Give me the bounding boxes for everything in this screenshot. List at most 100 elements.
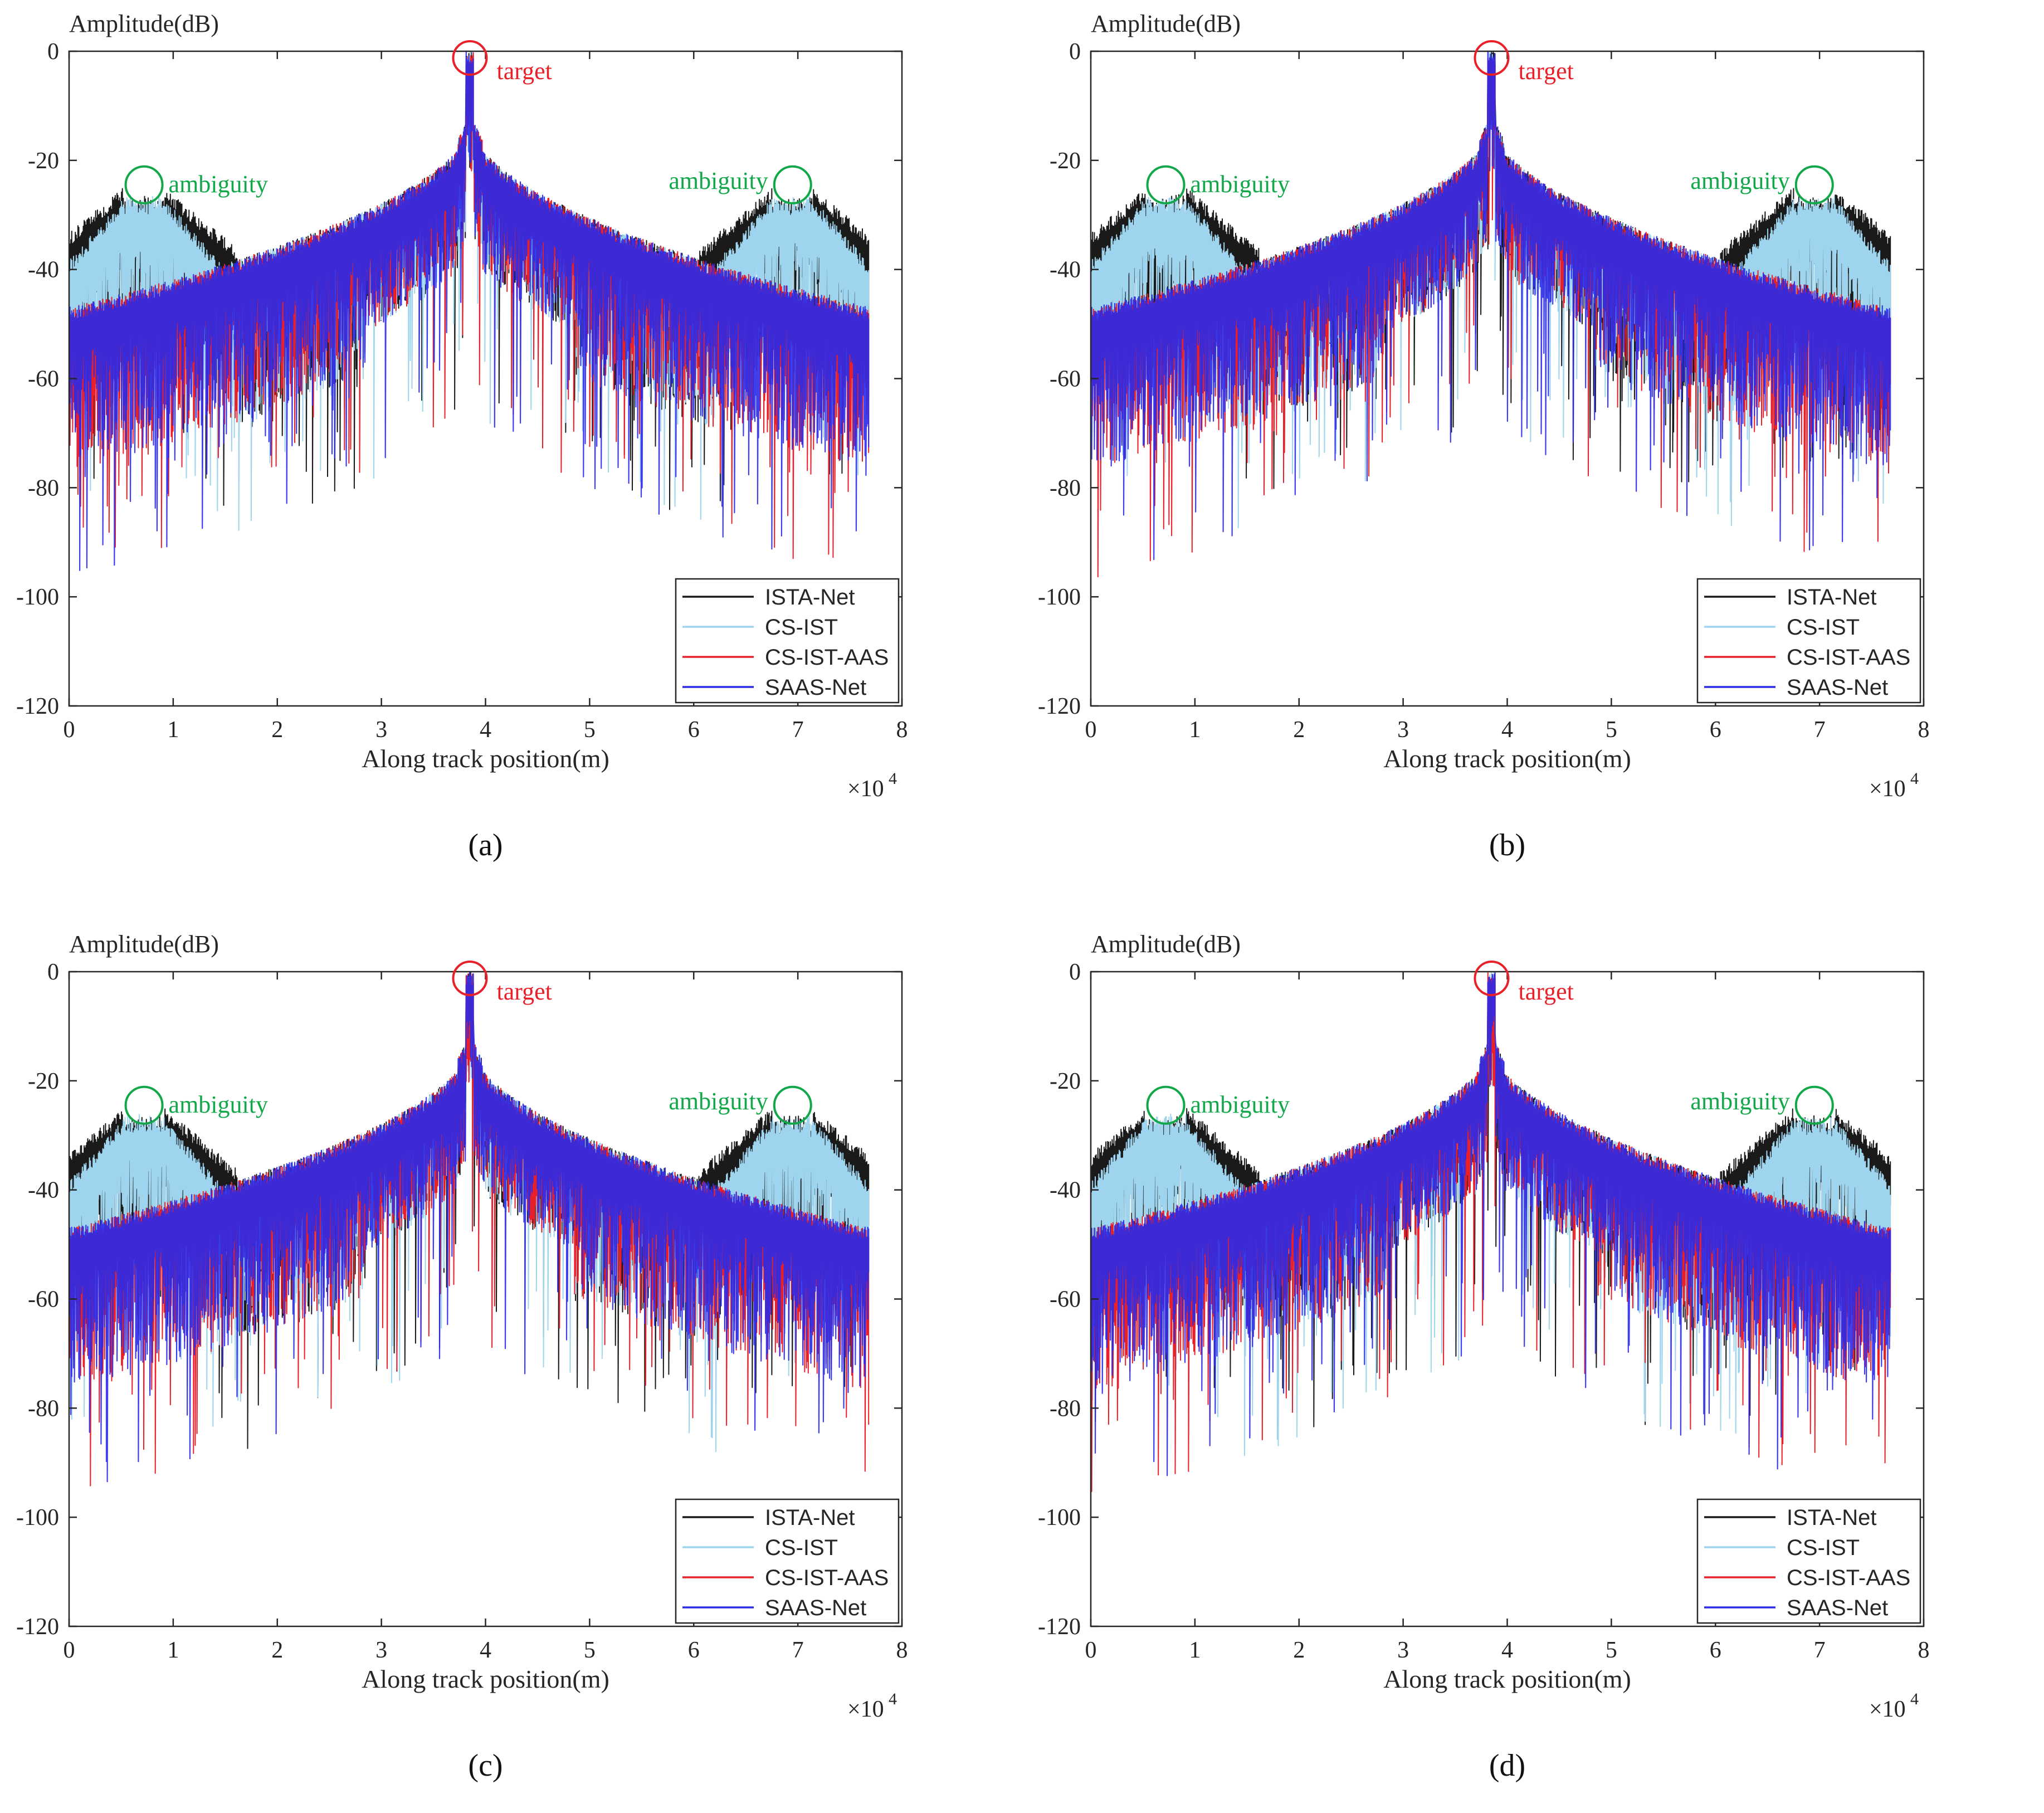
series-saas-net [1091,51,1891,561]
x-tick-label: 6 [1710,1637,1721,1663]
x-tick-label: 5 [1606,1637,1617,1663]
panel-caption: (b) [1489,828,1525,862]
legend-entry: ISTA-Net [765,1505,855,1530]
x-axis-multiplier: ×10 [1869,1697,1906,1722]
chart-panel-b: 0 1 2 3 4 5 6 7 8 0 -20 -40 -60 -80 -100 -120 Amplitude(… [1022,0,2043,890]
legend-entry: CS-IST-AAS [765,1566,889,1590]
series-saas-net [69,972,870,1483]
x-tick-label: 7 [792,717,804,743]
y-tick-label: -80 [28,1396,59,1421]
x-axis-exponent: 4 [889,769,897,788]
y-axis-label: Amplitude(dB) [1091,10,1241,37]
y-tick-label: -80 [28,475,59,501]
y-tick-label: -40 [28,257,59,283]
x-tick-label: 5 [584,717,596,743]
x-tick-label: 8 [1918,717,1930,743]
y-tick-label: 0 [47,959,59,985]
x-tick-label: 3 [375,1637,387,1663]
legend: ISTA-Net CS-IST CS-IST-AAS SAAS-Net [675,578,900,704]
y-tick-label: -20 [28,148,59,174]
target-label: target [1518,57,1573,85]
x-tick-label: 8 [1918,1637,1930,1663]
y-tick-label: 0 [1069,959,1081,985]
y-tick-label: -120 [16,1614,59,1640]
ambiguity-label: ambiguity [669,167,768,194]
y-tick-label: -20 [1050,1069,1081,1094]
x-tick-label: 4 [480,717,491,743]
x-tick-label: 6 [1710,717,1721,743]
ambiguity-marker-circle [773,1085,812,1125]
legend-entry: SAAS-Net [1787,675,1888,700]
chart-svg: 0 1 2 3 4 5 6 7 8 0 -20 -40 -60 -80 -100 -120 Amplitude(… [1038,930,1930,1783]
legend-entry: SAAS-Net [765,1596,866,1620]
y-axis-label: Amplitude(dB) [69,930,219,958]
x-tick-label: 0 [1085,717,1097,743]
ambiguity-label: ambiguity [1191,1091,1290,1118]
legend-entry: CS-IST-AAS [1787,645,1910,670]
y-tick-label: -120 [1038,694,1081,719]
y-tick-label: -100 [1038,584,1081,610]
y-tick-label: -120 [16,694,59,719]
panel-caption: (d) [1489,1748,1525,1783]
ambiguity-label: ambiguity [669,1088,768,1115]
y-tick-label: -60 [1050,367,1081,392]
panel-caption: (a) [468,828,503,862]
y-tick-label: -100 [16,584,59,610]
ambiguity-marker-circle [124,1085,164,1125]
legend-entry: CS-IST [1787,615,1860,640]
y-tick-label: -80 [1050,1396,1081,1421]
legend: ISTA-Net CS-IST CS-IST-AAS SAAS-Net [1696,1498,1921,1624]
target-marker-circle [452,961,488,996]
target-marker-circle [1474,40,1510,76]
ambiguity-marker-circle [124,165,164,204]
x-tick-label: 4 [480,1637,491,1663]
legend-box [675,1498,900,1624]
chart-panel-d: 0 1 2 3 4 5 6 7 8 0 -20 -40 -60 -80 -100 -120 Amplitude(… [1022,920,2043,1810]
ambiguity-label: ambiguity [169,170,268,198]
ambiguity-label: ambiguity [1191,170,1290,198]
y-tick-label: -40 [28,1178,59,1203]
x-tick-label: 6 [688,717,700,743]
x-tick-label: 8 [896,1637,908,1663]
ambiguity-marker-circle [1146,1085,1186,1125]
y-tick-label: 0 [47,39,59,65]
ambiguity-label: ambiguity [1690,1088,1789,1115]
x-tick-label: 3 [1397,1637,1409,1663]
data-series-group [1091,51,1891,578]
x-axis-multiplier: ×10 [1869,776,1906,802]
x-axis-label: Along track position(m) [1383,1665,1631,1693]
x-tick-label: 2 [271,1637,283,1663]
x-tick-label: 3 [1397,717,1409,743]
series-saas-net [69,51,870,571]
legend-entry: CS-IST [1787,1536,1860,1560]
x-axis-multiplier: ×10 [847,1697,884,1722]
x-tick-label: 2 [271,717,283,743]
target-marker-circle [452,40,488,76]
x-tick-label: 7 [1814,717,1826,743]
x-tick-label: 5 [584,1637,596,1663]
y-tick-label: -40 [1050,1178,1081,1203]
data-series-group [69,51,870,571]
data-series-group [69,972,870,1487]
x-tick-label: 7 [1814,1637,1826,1663]
x-tick-label: 0 [1085,1637,1097,1663]
data-series-group [1091,972,1891,1492]
y-tick-label: -20 [1050,148,1081,174]
x-axis-exponent: 4 [1910,769,1919,788]
legend-box [675,578,900,704]
y-axis-label: Amplitude(dB) [69,10,219,37]
x-tick-label: 1 [167,717,179,743]
ambiguity-label: ambiguity [169,1091,268,1118]
legend-entry: CS-IST [765,615,838,640]
x-axis-exponent: 4 [1910,1690,1919,1708]
x-tick-label: 5 [1606,717,1617,743]
legend-entry: SAAS-Net [765,675,866,700]
x-tick-label: 0 [64,1637,75,1663]
x-tick-label: 3 [375,717,387,743]
y-axis-label: Amplitude(dB) [1091,930,1241,958]
legend: ISTA-Net CS-IST CS-IST-AAS SAAS-Net [675,1498,900,1624]
legend-entry: SAAS-Net [1787,1596,1888,1620]
y-tick-label: -20 [28,1069,59,1094]
chart-panel-c: 0 1 2 3 4 5 6 7 8 0 -20 -40 -60 -80 -100 -120 Amplitude(… [0,920,1022,1810]
x-tick-label: 8 [896,717,908,743]
